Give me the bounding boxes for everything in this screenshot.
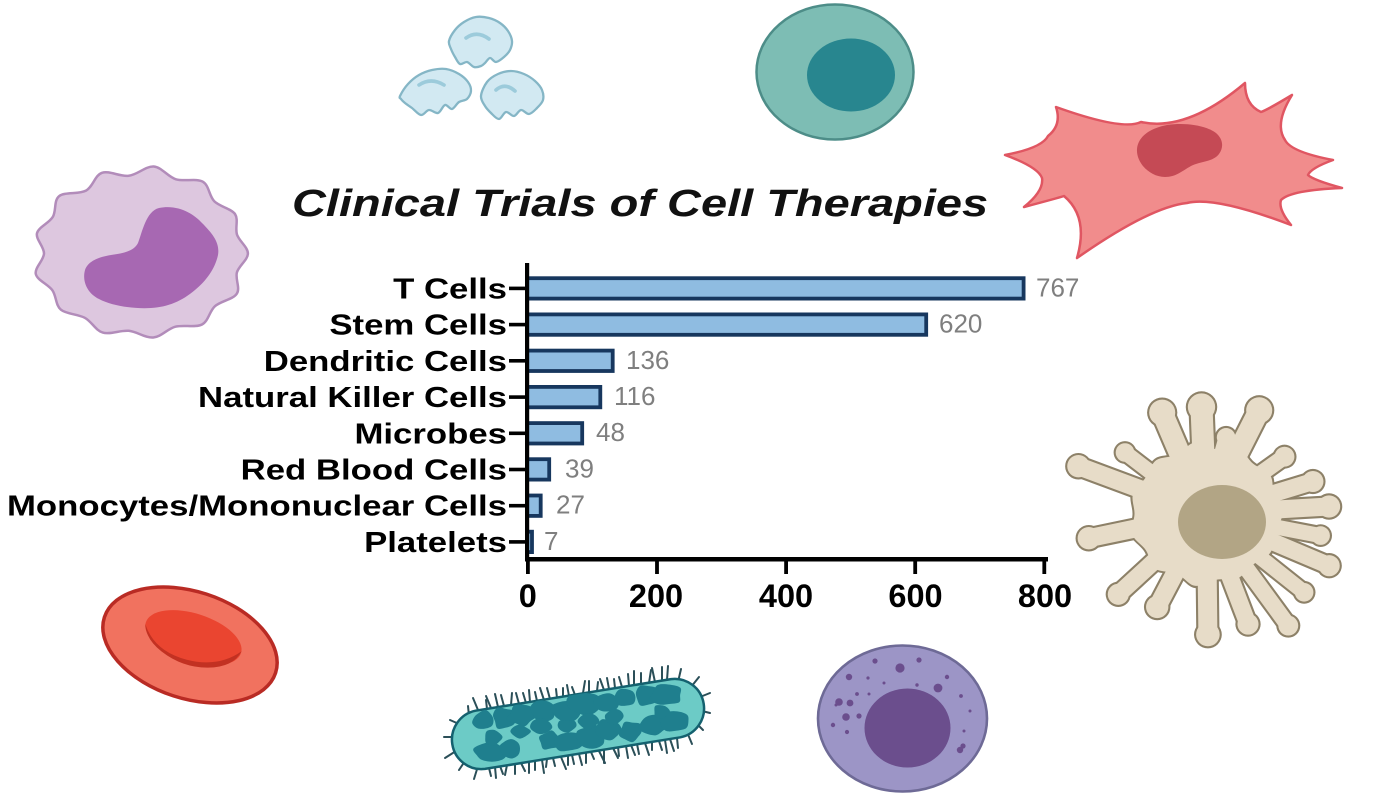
svg-text:Clinical Trials of Cell Therap: Clinical Trials of Cell Therapies: [292, 182, 988, 225]
svg-text:Natural Killer Cells: Natural Killer Cells: [198, 381, 507, 413]
svg-text:0: 0: [519, 578, 537, 614]
svg-text:T Cells: T Cells: [393, 272, 507, 304]
svg-text:Red Blood Cells: Red Blood Cells: [241, 454, 507, 486]
svg-text:116: 116: [614, 381, 655, 411]
svg-text:27: 27: [556, 490, 585, 520]
svg-text:Monocytes/Mononuclear Cells: Monocytes/Mononuclear Cells: [7, 490, 507, 522]
svg-text:800: 800: [1018, 578, 1072, 614]
svg-text:400: 400: [759, 578, 813, 614]
svg-text:620: 620: [939, 309, 982, 339]
svg-text:48: 48: [596, 417, 625, 447]
svg-text:Stem Cells: Stem Cells: [329, 309, 507, 341]
svg-text:7: 7: [544, 526, 558, 556]
svg-text:39: 39: [565, 453, 594, 483]
svg-text:Platelets: Platelets: [364, 526, 507, 558]
svg-text:Dendritic Cells: Dendritic Cells: [264, 345, 507, 377]
svg-text:Microbes: Microbes: [354, 417, 507, 449]
svg-text:600: 600: [888, 578, 942, 614]
svg-text:200: 200: [629, 578, 683, 614]
svg-text:767: 767: [1036, 272, 1079, 302]
svg-text:136: 136: [626, 345, 669, 375]
